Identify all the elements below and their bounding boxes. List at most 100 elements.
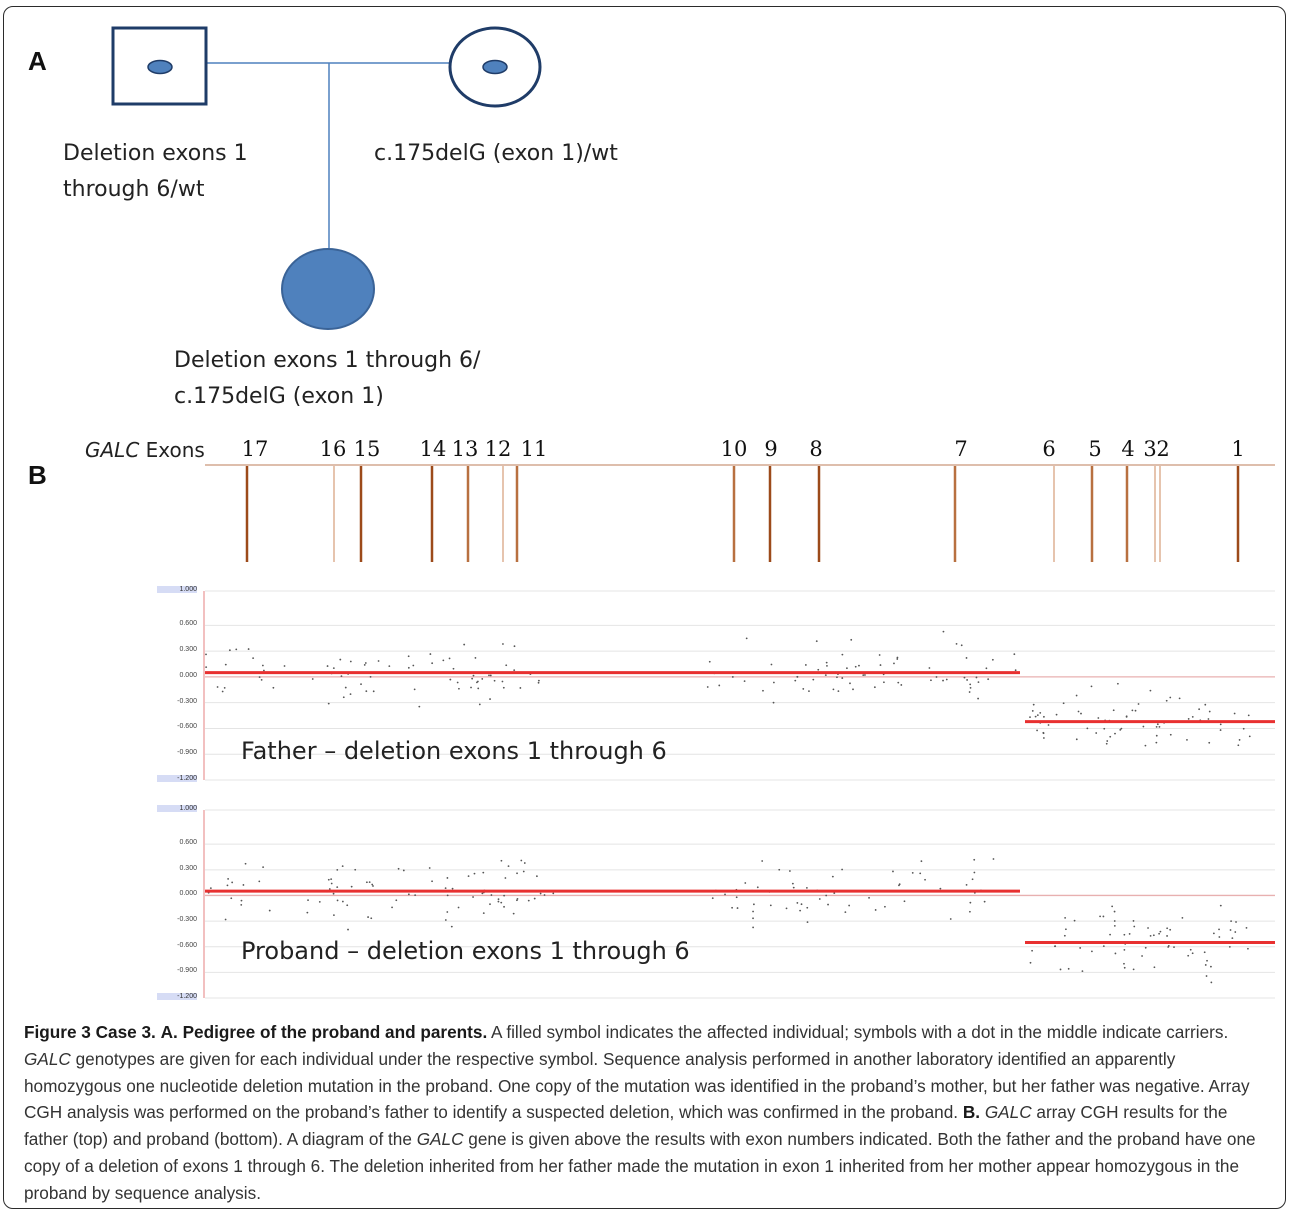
plot1-point (1156, 723, 1159, 726)
plot1-point (224, 663, 227, 666)
plot1-point (1090, 685, 1093, 688)
plot1-point (965, 657, 968, 659)
plot2-point (1219, 904, 1222, 907)
array-cgh-plots (203, 464, 1275, 999)
caption-gene-2: GALC (984, 1102, 1032, 1123)
plot1-point (832, 688, 835, 691)
plot1-point (826, 664, 828, 667)
plot1-point (969, 686, 972, 689)
plot1-point (413, 688, 416, 691)
plot2-point (520, 859, 523, 862)
plot1-point (893, 662, 895, 665)
plot1-point (369, 675, 372, 678)
plot2-point (497, 900, 500, 903)
plot2-point (752, 910, 754, 913)
plot1-point (223, 686, 226, 689)
plot1-point (407, 655, 410, 658)
plot1-point (493, 679, 496, 682)
plot1-point (1095, 732, 1098, 734)
plot1-point (1237, 744, 1240, 747)
plot2-point (844, 911, 847, 914)
plot1-point (796, 675, 799, 678)
plot2-point (451, 887, 454, 890)
plot1-point (478, 703, 481, 706)
plot2-point (1102, 945, 1105, 948)
plot1-point (1219, 729, 1222, 731)
plot1-point (311, 678, 314, 680)
plot2-point (1054, 945, 1057, 948)
plot2-tick-5: -0.600 (177, 941, 197, 949)
plot1-point (489, 674, 492, 677)
plot1-point (1077, 710, 1080, 713)
plot1-point (1116, 682, 1119, 685)
plot1-point (1029, 716, 1031, 719)
plot2-point (1099, 915, 1101, 918)
plot1-point (472, 674, 475, 677)
plot2-point (372, 885, 374, 887)
plot1-point (1155, 725, 1158, 728)
plot2-point (500, 859, 503, 862)
father-plot (203, 590, 1275, 781)
plot2-point (543, 894, 546, 896)
plot2-point (328, 888, 331, 890)
proband-genotype-line2: c.175delG (exon 1) (174, 384, 384, 409)
exon-label-14: 14 (419, 437, 447, 461)
plot1-point (837, 690, 840, 693)
plot2-point (1059, 968, 1062, 971)
plot1-point (858, 664, 860, 667)
plot2-point (973, 871, 976, 874)
plot2-point (796, 902, 799, 904)
plot1-point (706, 686, 709, 688)
plot2-point (350, 885, 353, 888)
plot2-point (306, 911, 309, 914)
plot2-point (939, 887, 942, 890)
plot1-point (1105, 742, 1108, 745)
plot2-point (752, 926, 755, 929)
plot2-point (731, 906, 733, 909)
exon-label-13: 13 (451, 437, 479, 461)
plot1-point (1106, 740, 1109, 742)
plot1-point (474, 657, 477, 659)
plot2-point (752, 903, 755, 906)
plot2-point (227, 878, 230, 880)
plot2-point (444, 919, 447, 921)
plot1-point (1158, 726, 1161, 728)
plot1-point (221, 690, 224, 693)
plot2-point (1218, 936, 1221, 938)
father-plot-title: Father – deletion exons 1 through 6 (241, 737, 667, 765)
plot1-point (1149, 689, 1152, 692)
plot2-point (1212, 932, 1215, 935)
plot1-point (708, 660, 711, 663)
plot2-point (1166, 935, 1168, 937)
plot2-point (711, 897, 714, 900)
plot1-point (501, 680, 504, 683)
plot2-point (1230, 920, 1232, 923)
plot2-point (818, 898, 821, 900)
plot2-point (799, 909, 802, 912)
plot1-point (1186, 738, 1188, 741)
plot1-point (862, 674, 865, 677)
plot2-point (892, 870, 894, 873)
plot1-point (1247, 714, 1250, 717)
plot2-point (330, 882, 333, 885)
caption-a-text-2: genotypes are given for each individual … (24, 1048, 1250, 1123)
plot1-point (431, 662, 434, 665)
caption-gene-1: GALC (24, 1048, 71, 1069)
plot1-point (418, 705, 421, 708)
plot2-point (1128, 933, 1131, 935)
plot2-point (1064, 928, 1067, 931)
plot1-point (407, 666, 410, 669)
plot2-point (504, 877, 507, 879)
plot2-point (341, 900, 344, 903)
plot2-point (973, 858, 976, 861)
plot1-point (762, 689, 764, 692)
plot1-point (365, 690, 368, 693)
plot1-point (1125, 715, 1128, 718)
plot2-point (805, 886, 808, 889)
caption-figure-label: Figure 3 Case 3. (24, 1022, 156, 1042)
plot1-tick-6: -0.900 (177, 749, 197, 757)
plot1-point (772, 701, 775, 704)
exon-label-9: 9 (764, 437, 778, 461)
plot2-point (924, 878, 926, 881)
plot1-point (1137, 703, 1140, 705)
